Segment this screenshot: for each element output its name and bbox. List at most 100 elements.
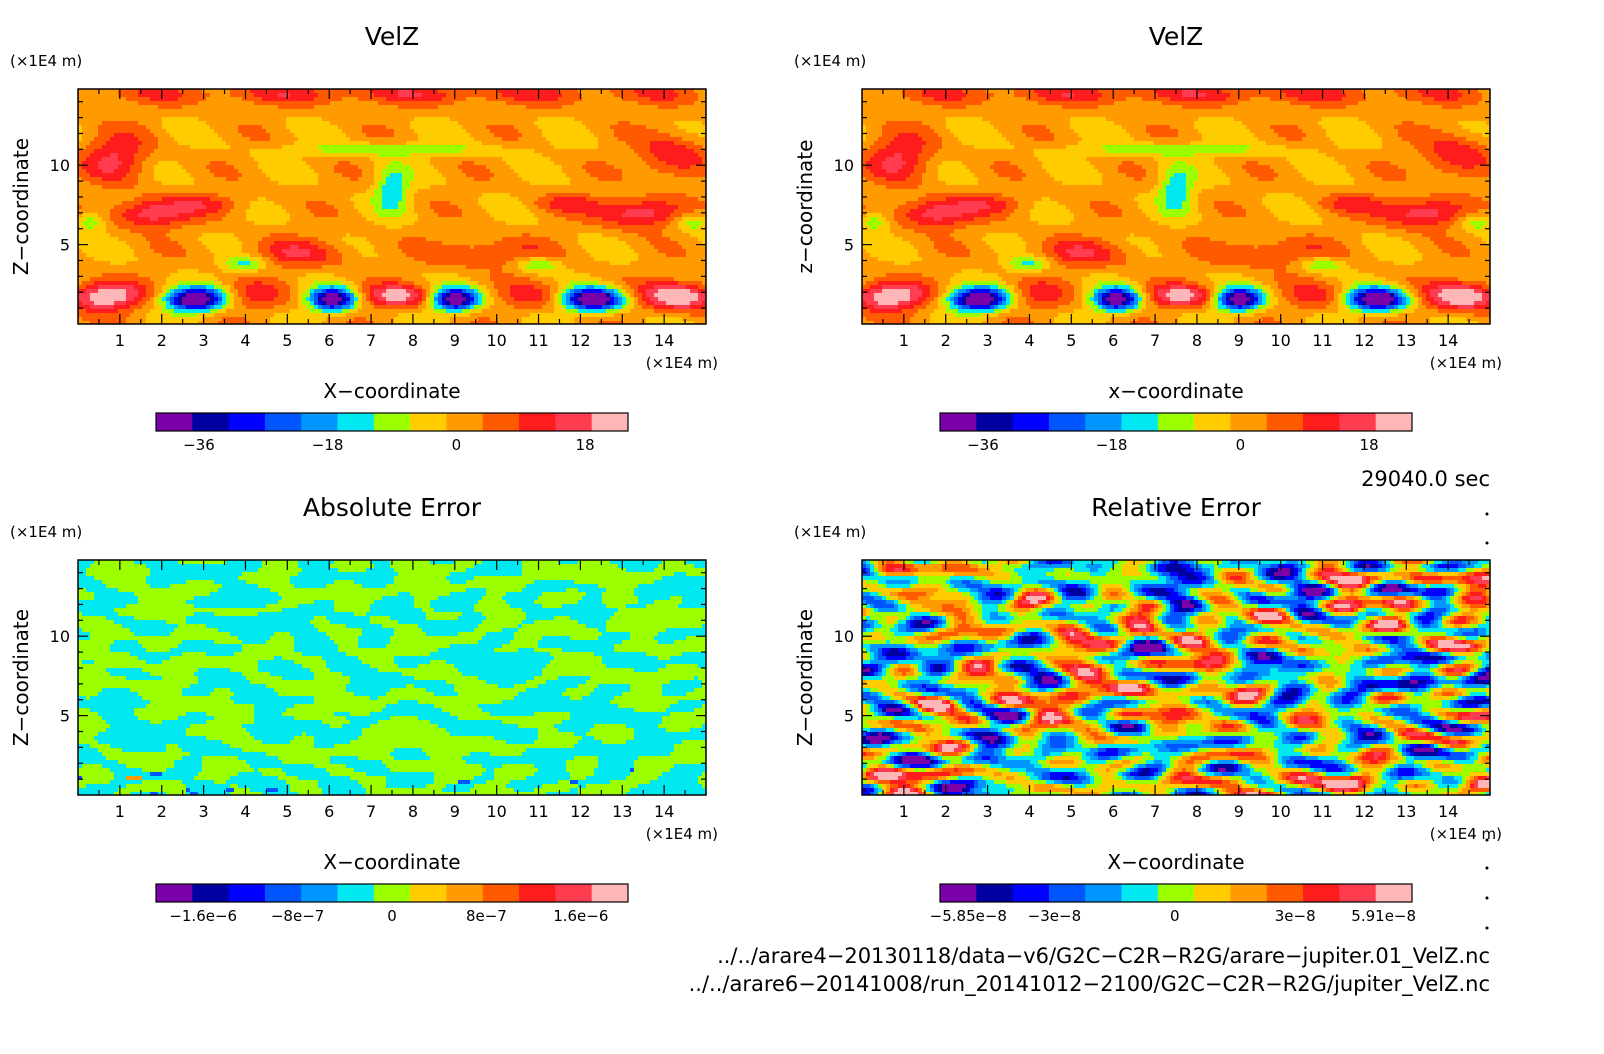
contour-cell: [694, 101, 698, 105]
contour-cell: [270, 97, 274, 101]
contour-cell: [486, 101, 490, 105]
contour-cell: [350, 105, 354, 109]
contour-cell: [678, 93, 682, 97]
contour-cell: [610, 93, 614, 97]
contour-cell: [382, 101, 386, 105]
contour-cell: [82, 97, 86, 101]
contour-cell: [194, 93, 198, 97]
contour-cell: [410, 105, 414, 109]
contour-cell: [170, 93, 174, 97]
contour-cell: [634, 105, 638, 109]
contour-cell: [650, 105, 654, 109]
contour-cell: [158, 101, 162, 105]
contour-cell: [270, 93, 274, 97]
contour-cell: [210, 105, 214, 109]
contour-cell: [230, 97, 234, 101]
contour-cell: [634, 93, 638, 97]
contour-cell: [638, 105, 642, 109]
contour-cell: [278, 93, 282, 97]
contour-cell: [434, 101, 438, 105]
contour-cell: [586, 97, 590, 101]
contour-cell: [478, 97, 482, 101]
contour-cell: [454, 105, 458, 109]
contour-cell: [694, 105, 698, 109]
contour-cell: [574, 93, 578, 97]
contour-cell: [338, 101, 342, 105]
contour-cell: [226, 105, 230, 109]
contour-cell: [546, 105, 550, 109]
contour-cell: [90, 97, 94, 101]
contour-cell: [486, 97, 490, 101]
contour-cell: [626, 105, 630, 109]
contour-cell: [270, 105, 274, 109]
contour-cell: [590, 101, 594, 105]
contour-cell: [342, 101, 346, 105]
contour-cell: [286, 93, 290, 97]
contour-cell: [378, 93, 382, 97]
contour-cell: [638, 93, 642, 97]
contour-cell: [686, 101, 690, 105]
contour-cell: [554, 101, 558, 105]
contour-field: [78, 89, 706, 324]
contour-cell: [106, 101, 110, 105]
contour-cell: [130, 97, 134, 101]
contour-cell: [666, 105, 670, 109]
contour-cell: [594, 101, 598, 105]
contour-cell: [310, 97, 314, 101]
contour-cell: [546, 97, 550, 101]
contour-cell: [642, 105, 646, 109]
contour-cell: [290, 101, 294, 105]
contour-cell: [330, 93, 334, 97]
contour-cell: [126, 105, 130, 109]
contour-cell: [582, 105, 586, 109]
contour-cell: [142, 93, 146, 97]
contour-cell: [254, 97, 258, 101]
contour-cell: [662, 101, 666, 105]
contour-cell: [214, 93, 218, 97]
contour-cell: [562, 105, 566, 109]
contour-cell: [502, 105, 506, 109]
contour-cell: [358, 93, 362, 97]
contour-cell: [110, 105, 114, 109]
contour-cell: [354, 97, 358, 101]
contour-cell: [694, 93, 698, 97]
contour-cell: [238, 105, 242, 109]
contour-cell: [198, 105, 202, 109]
contour-cell: [354, 93, 358, 97]
contour-cell: [214, 105, 218, 109]
contour-cell: [262, 101, 266, 105]
contour-cell: [562, 97, 566, 101]
contour-cell: [178, 105, 182, 109]
contour-cell: [638, 97, 642, 101]
contour-cell: [398, 93, 402, 97]
contour-cell: [378, 105, 382, 109]
contour-cell: [666, 101, 670, 105]
contour-cell: [134, 97, 138, 101]
contour-cell: [294, 97, 298, 101]
contour-cell: [446, 93, 450, 97]
contour-cell: [530, 93, 534, 97]
contour-cell: [646, 93, 650, 97]
contour-cell: [590, 93, 594, 97]
contour-cell: [566, 105, 570, 109]
contour-cell: [582, 93, 586, 97]
contour-cell: [594, 93, 598, 97]
contour-cell: [626, 97, 630, 101]
contour-cell: [122, 109, 126, 113]
contour-cell: [106, 105, 110, 109]
contour-cell: [506, 101, 510, 105]
contour-cell: [250, 101, 254, 105]
contour-cell: [382, 105, 386, 109]
contour-cell: [130, 109, 134, 113]
contour-cell: [558, 105, 562, 109]
contour-cell: [318, 97, 322, 101]
contour-cell: [586, 101, 590, 105]
figure-canvas: 1 2 3 4 5 6 7 8 9 10 11 12 13 14510VelZ(×1E4 m)(×1E4 …: [0, 0, 1604, 1054]
contour-cell: [102, 101, 106, 105]
contour-cell: [394, 97, 398, 101]
contour-cell: [250, 97, 254, 101]
contour-cell: [150, 97, 154, 101]
contour-cell: [170, 101, 174, 105]
contour-cell: [450, 97, 454, 101]
contour-cell: [510, 97, 514, 101]
